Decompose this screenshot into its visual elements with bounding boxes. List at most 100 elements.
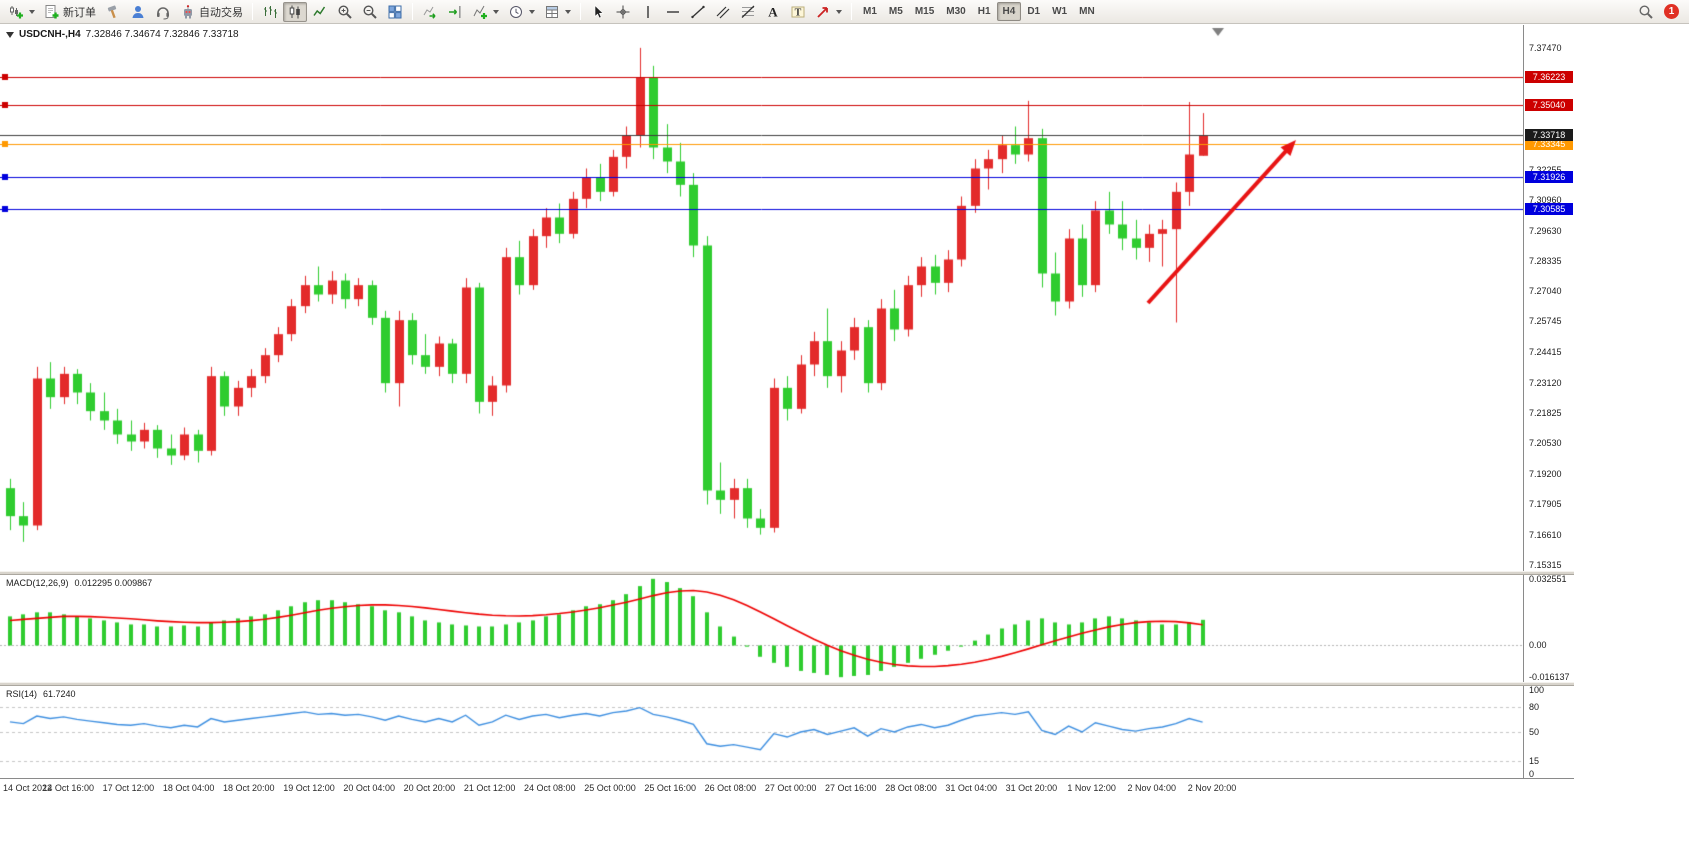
chart-shift-button[interactable] bbox=[443, 2, 467, 22]
auto-trading-label: 自动交易 bbox=[199, 6, 243, 19]
timeframe-m15-button[interactable]: M15 bbox=[914, 6, 935, 17]
notification-badge[interactable]: 1 bbox=[1664, 4, 1679, 19]
price-tick-label: 7.16610 bbox=[1529, 529, 1562, 540]
text-label-button[interactable]: T bbox=[786, 2, 810, 22]
price-chart-canvas[interactable] bbox=[0, 25, 1523, 571]
indicators-icon bbox=[472, 4, 488, 20]
crosshair-button[interactable] bbox=[611, 2, 635, 22]
price-line-badge: 7.30585 bbox=[1525, 202, 1573, 215]
macd-indicator-canvas[interactable] bbox=[0, 575, 1523, 682]
pane-splitter[interactable] bbox=[0, 682, 1574, 686]
channel-button[interactable] bbox=[711, 2, 735, 22]
pane-splitter[interactable] bbox=[0, 571, 1574, 575]
chart-ohlc-values: 7.32846 7.34674 7.32846 7.33718 bbox=[85, 29, 239, 40]
new-order-icon bbox=[44, 4, 60, 20]
horizontal-line-button[interactable] bbox=[661, 2, 685, 22]
timeframe-m1-button[interactable]: M1 bbox=[863, 6, 877, 17]
rsi-tick-label: 100 bbox=[1529, 685, 1545, 695]
templates-button[interactable] bbox=[540, 2, 575, 22]
time-label: 18 Oct 20:00 bbox=[223, 783, 275, 793]
bar-chart-button[interactable] bbox=[258, 2, 282, 22]
new-order-button[interactable]: 新订单 bbox=[40, 2, 100, 22]
macd-tick-label: -0.016137 bbox=[1529, 672, 1570, 683]
macd-values: 0.012295 0.009867 bbox=[74, 578, 153, 588]
macd-tick-label: 0.032551 bbox=[1529, 573, 1567, 584]
price-tick-label: 7.19200 bbox=[1529, 469, 1562, 480]
price-tick-label: 7.32255 bbox=[1529, 164, 1562, 175]
price-line-badge: 7.36223 bbox=[1525, 70, 1573, 83]
fibonacci-button[interactable] bbox=[736, 2, 760, 22]
price-tick-label: 7.30960 bbox=[1529, 194, 1562, 205]
time-label: 27 Oct 16:00 bbox=[825, 783, 877, 793]
price-tick-label: 7.28335 bbox=[1529, 256, 1562, 267]
toolbar-separator bbox=[412, 3, 413, 20]
tile-windows-button[interactable] bbox=[383, 2, 407, 22]
chevron-down-icon bbox=[836, 9, 842, 14]
bar-chart-icon bbox=[262, 4, 278, 20]
time-axis[interactable]: 14 Oct 2022 14 Oct 16:00 17 Oct 12:00 18 Oc… bbox=[0, 778, 1574, 798]
channel-icon bbox=[715, 4, 731, 20]
support-button[interactable] bbox=[151, 2, 175, 22]
new-chart-button[interactable] bbox=[4, 2, 39, 22]
new-order-label: 新订单 bbox=[63, 6, 96, 19]
chart-window: USDCNH-,H4 7.32846 7.34674 7.32846 7.337… bbox=[0, 25, 1574, 798]
auto-scroll-button[interactable] bbox=[418, 2, 442, 22]
search-button[interactable] bbox=[1634, 2, 1658, 22]
tools-button[interactable] bbox=[101, 2, 125, 22]
time-label: 18 Oct 04:00 bbox=[162, 783, 215, 793]
price-tick-label: 7.27040 bbox=[1529, 286, 1562, 297]
line-chart-button[interactable] bbox=[308, 2, 332, 22]
time-label: 26 Oct 08:00 bbox=[704, 783, 757, 793]
time-label: 31 Oct 20:00 bbox=[1005, 783, 1058, 793]
time-label: 20 Oct 20:00 bbox=[403, 783, 456, 793]
zoom-in-button[interactable] bbox=[333, 2, 357, 22]
rsi-indicator-canvas[interactable] bbox=[0, 686, 1523, 778]
auto-trading-button[interactable]: 自动交易 bbox=[176, 2, 247, 22]
timeframe-m30-button[interactable]: M30 bbox=[946, 6, 966, 17]
rsi-value: 61.7240 bbox=[43, 689, 76, 699]
chart-symbol-title: USDCNH-,H4 bbox=[19, 29, 81, 40]
time-label: 31 Oct 04:00 bbox=[945, 783, 997, 793]
time-label: 27 Oct 00:00 bbox=[764, 783, 817, 793]
timeframe-h1-button[interactable]: H1 bbox=[977, 6, 991, 17]
tile-windows-icon bbox=[387, 4, 403, 20]
zoom-out-button[interactable] bbox=[358, 2, 382, 22]
new-chart-icon bbox=[8, 4, 24, 20]
bid-price-badge: 7.33718 bbox=[1525, 129, 1573, 142]
timeframe-d1-button[interactable]: D1 bbox=[1027, 6, 1041, 17]
price-line-badge: 7.35040 bbox=[1525, 98, 1573, 111]
cursor-button[interactable] bbox=[586, 2, 610, 22]
candlestick-chart-button[interactable] bbox=[283, 1, 307, 22]
crosshair-icon bbox=[615, 4, 631, 20]
price-axis[interactable]: 7.374707.361757.348807.335857.322557.309… bbox=[1523, 25, 1574, 779]
timeframe-mn-button[interactable]: MN bbox=[1079, 6, 1095, 17]
zoom-in-icon bbox=[337, 4, 353, 20]
clock-icon bbox=[508, 4, 524, 20]
trendline-icon bbox=[690, 4, 706, 20]
periods-button[interactable] bbox=[504, 2, 539, 22]
community-button[interactable] bbox=[126, 2, 150, 22]
timeframe-m5-button[interactable]: M5 bbox=[888, 6, 903, 17]
vertical-line-button[interactable] bbox=[636, 2, 660, 22]
time-label: 24 Oct 08:00 bbox=[524, 783, 576, 793]
time-label: 14 Oct 16:00 bbox=[42, 783, 94, 793]
macd-tick-label: 0.00 bbox=[1529, 639, 1547, 650]
price-tick-label: 7.25745 bbox=[1529, 316, 1562, 327]
timeframe-w1-button[interactable]: W1 bbox=[1052, 6, 1068, 17]
svg-text:A: A bbox=[768, 4, 778, 19]
rsi-tick-label: 80 bbox=[1529, 701, 1540, 712]
chevron-down-icon bbox=[29, 9, 35, 14]
robot-icon bbox=[180, 4, 196, 20]
time-label: 25 Oct 00:00 bbox=[584, 783, 636, 793]
time-label: 19 Oct 12:00 bbox=[283, 783, 335, 793]
trendline-button[interactable] bbox=[686, 2, 710, 22]
text-button[interactable]: A bbox=[761, 2, 785, 22]
time-label: 14 Oct 2022 bbox=[3, 783, 53, 793]
candlestick-chart-icon bbox=[287, 4, 303, 20]
text-label-icon: T bbox=[790, 4, 806, 20]
arrows-button[interactable] bbox=[811, 2, 846, 22]
symbol-dropdown-icon[interactable] bbox=[6, 31, 14, 38]
timeframe-h4-button[interactable]: H4 bbox=[996, 2, 1022, 21]
template-icon bbox=[544, 4, 560, 20]
indicators-button[interactable] bbox=[468, 2, 503, 22]
